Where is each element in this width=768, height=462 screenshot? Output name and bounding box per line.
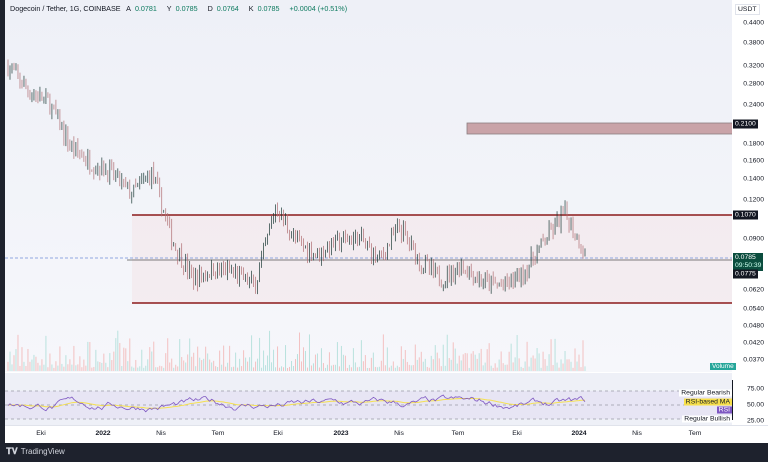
rsi-axis-border xyxy=(732,380,733,420)
currency-label[interactable]: USDT xyxy=(735,4,760,15)
rsi-ma-label: RSI-based MA xyxy=(683,398,732,406)
price-tick: 0.1200 xyxy=(743,196,764,204)
time-tick: Tem xyxy=(211,430,225,437)
rsi-label: RSI xyxy=(716,406,732,414)
price-tick: 0.1400 xyxy=(743,175,764,183)
time-tick: Nis xyxy=(156,430,166,437)
price-tick: 0.2800 xyxy=(743,80,764,88)
regular-bullish-label: Regular Bullish xyxy=(682,415,732,423)
volume-bars xyxy=(7,330,586,371)
price-tick: 0.0480 xyxy=(743,322,764,330)
price-tick: 0.1800 xyxy=(743,140,764,148)
last-price-tag: 0.0785 09:50:39 xyxy=(733,253,764,271)
price-pane[interactable]: Dogecoin / Tether, 1G, COINBASE A 0.0781 … xyxy=(5,0,732,372)
supply-zone-box[interactable] xyxy=(466,122,732,135)
range-fill xyxy=(132,215,732,303)
price-axis[interactable]: USDT 0.4400 0.3800 0.3200 0.2800 0.2400 … xyxy=(710,0,768,425)
bar-countdown: 09:50:39 xyxy=(735,262,762,269)
time-tick: Eki xyxy=(273,430,283,437)
low-value: 0.0764 xyxy=(216,4,239,13)
time-tick: Eki xyxy=(512,430,522,437)
time-tick: 2024 xyxy=(571,430,587,437)
rsi-line xyxy=(7,394,586,413)
rsi-pane[interactable]: Regular Bearish RSI-based MA RSI Regular… xyxy=(5,373,732,425)
tradingview-logo-icon: 𝐓𝐕 xyxy=(6,446,18,456)
time-tick: Nis xyxy=(632,430,642,437)
price-tick: 0.3800 xyxy=(743,39,764,47)
brand-name: TradingView xyxy=(20,447,65,456)
rsi-tick: 25.00 xyxy=(746,417,764,425)
zone-price-tag: 0.2100 xyxy=(733,119,758,129)
close-value: 0.0785 xyxy=(257,4,280,13)
rsi-tick: 75.00 xyxy=(746,385,764,393)
time-tick: 2023 xyxy=(333,430,349,437)
change-value: +0.0004 (+0.51%) xyxy=(289,4,348,13)
price-tick: 0.0420 xyxy=(743,339,764,347)
rsi-ma-line xyxy=(7,397,586,409)
time-tick: 2022 xyxy=(95,430,111,437)
rsi-tick: 50.00 xyxy=(746,401,764,409)
price-tick: 0.3200 xyxy=(743,62,764,70)
price-tick: 0.0900 xyxy=(743,235,764,243)
price-tick: 0.4400 xyxy=(743,19,764,27)
symbol-title[interactable]: Dogecoin / Tether, 1G, COINBASE xyxy=(10,4,121,13)
price-tick: 0.1600 xyxy=(743,157,764,165)
regular-bearish-label: Regular Bearish xyxy=(679,389,732,397)
time-tick: Eki xyxy=(36,430,46,437)
price-tick: 0.0370 xyxy=(743,356,764,364)
price-tick: 0.0620 xyxy=(743,286,764,294)
volume-label[interactable]: Volume xyxy=(710,363,736,370)
price-tick: 0.0540 xyxy=(743,305,764,313)
mid-price-tag: 0.0775 xyxy=(733,269,758,279)
time-tick: Tem xyxy=(451,430,465,437)
symbol-legend: Dogecoin / Tether, 1G, COINBASE A 0.0781 … xyxy=(10,4,348,13)
high-value: 0.0785 xyxy=(175,4,198,13)
time-axis[interactable]: Eki 2022 Nis Tem Eki 2023 Nis Tem Eki 2024 Nis Tem xyxy=(5,425,768,443)
open-value: 0.0781 xyxy=(134,4,157,13)
resistance-price-tag: 0.1070 xyxy=(733,210,758,220)
tradingview-footer[interactable]: 𝐓𝐕 TradingView xyxy=(6,446,65,457)
price-chart-canvas[interactable] xyxy=(5,0,732,372)
chart-frame: Dogecoin / Tether, 1G, COINBASE A 0.0781 … xyxy=(5,0,768,443)
time-tick: Nis xyxy=(394,430,404,437)
price-tick: 0.2400 xyxy=(743,101,764,109)
rsi-canvas[interactable] xyxy=(5,373,732,425)
time-tick: Tem xyxy=(688,430,702,437)
candles xyxy=(7,59,586,295)
